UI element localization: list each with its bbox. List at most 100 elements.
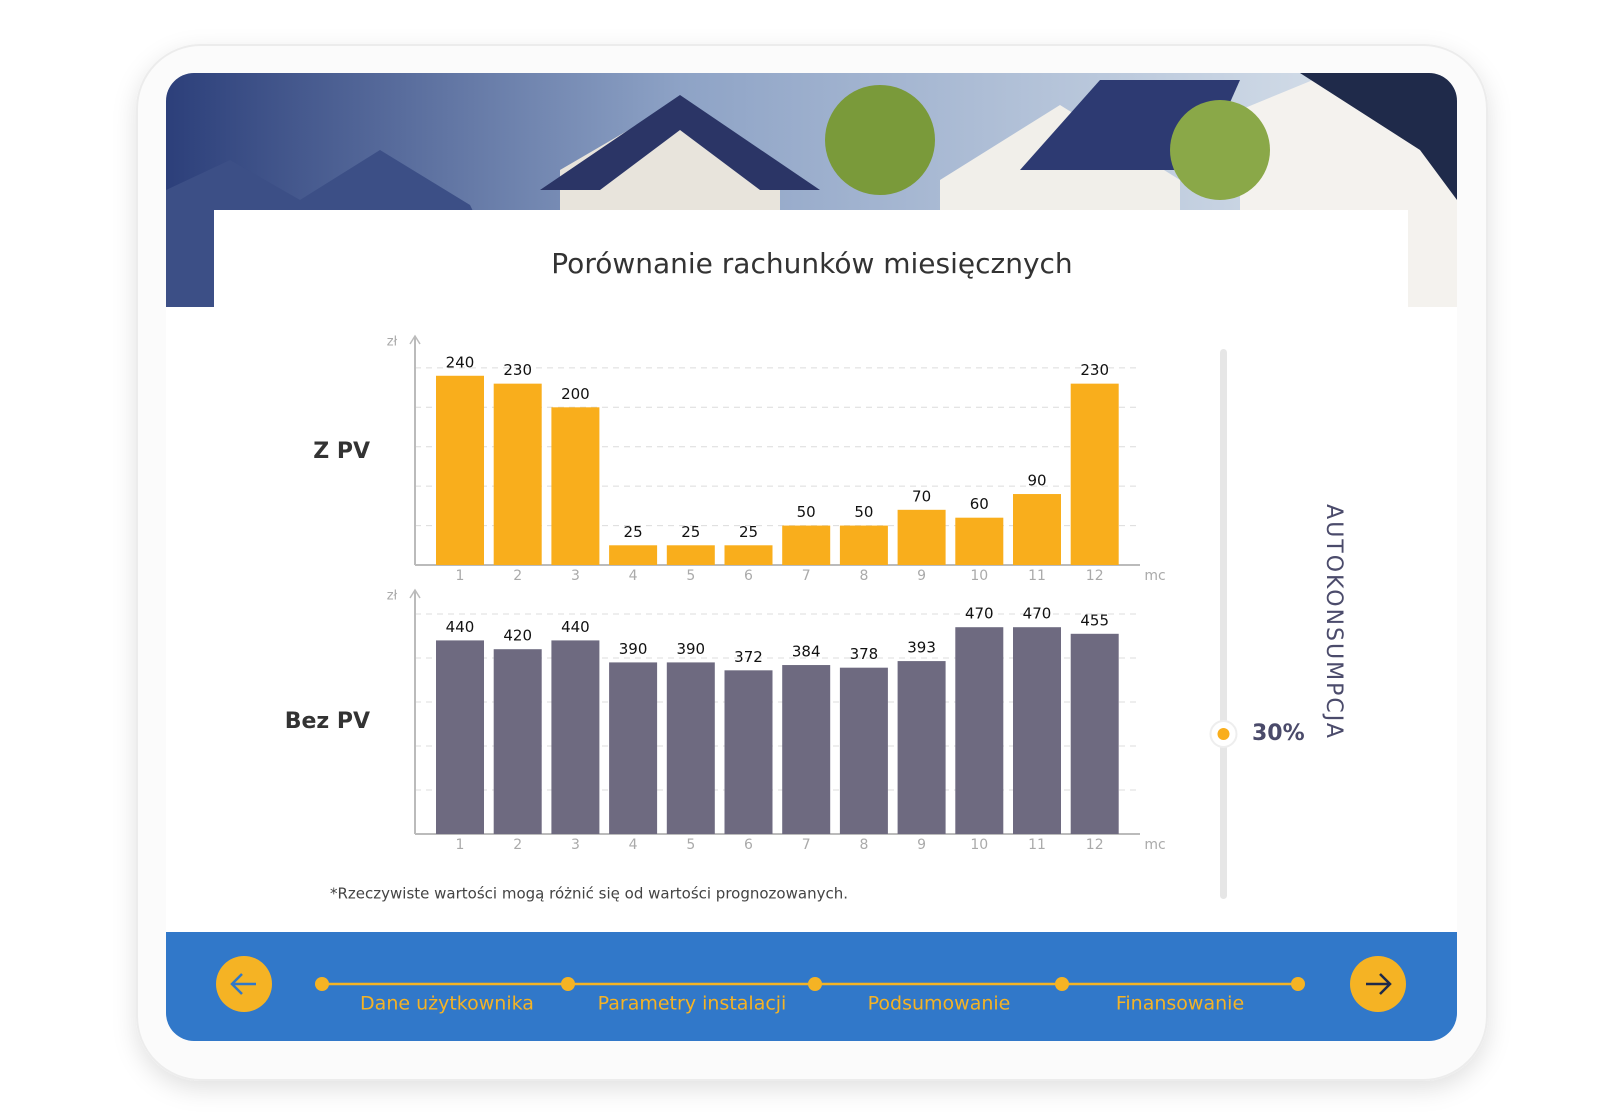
- value-label: 440: [561, 618, 590, 636]
- slider-label: AUTOKONSUMPCJA: [1321, 504, 1346, 740]
- bar: [782, 525, 831, 565]
- x-tick-label: 10: [970, 837, 988, 853]
- value-label: 455: [1080, 611, 1109, 629]
- y-axis-label: zł: [387, 589, 398, 604]
- value-label: 25: [624, 523, 643, 541]
- bar: [724, 545, 773, 565]
- nav-step[interactable]: Parametry instalacji: [598, 993, 787, 1015]
- x-tick-label: 12: [1086, 568, 1104, 584]
- progress-dot: [1055, 977, 1069, 991]
- value-label: 378: [850, 645, 879, 663]
- footnote: *Rzeczywiste wartości mogą różnić się od…: [330, 885, 848, 903]
- value-label: 200: [561, 385, 590, 403]
- bar: [609, 662, 658, 834]
- value-label: 50: [797, 503, 816, 521]
- y-axis-label: zł: [387, 335, 398, 350]
- x-tick-label: 2: [513, 837, 522, 853]
- bar: [493, 649, 542, 834]
- charts: Z PVzłmc24012302200325425525650750870960…: [285, 335, 1166, 854]
- nav-step[interactable]: Dane użytkownika: [360, 993, 534, 1015]
- next-button[interactable]: [1350, 956, 1406, 1012]
- x-tick-label: 1: [456, 837, 465, 853]
- bar: [782, 665, 831, 834]
- x-tick-label: 3: [571, 837, 580, 853]
- row-label: Z PV: [313, 439, 370, 464]
- bar: [1013, 494, 1061, 565]
- value-label: 393: [907, 639, 936, 657]
- x-tick-label: 8: [859, 568, 868, 584]
- x-tick-label: 6: [744, 837, 753, 853]
- progress-dot: [1291, 977, 1305, 991]
- value-label: 90: [1027, 472, 1046, 490]
- x-tick-label: 4: [629, 568, 638, 584]
- x-tick-label: 1: [456, 568, 465, 584]
- bar: [897, 509, 946, 565]
- x-axis-label: mc: [1144, 568, 1165, 584]
- bar: [1070, 383, 1119, 565]
- x-tick-label: 7: [802, 837, 811, 853]
- bar: [1070, 633, 1119, 834]
- value-label: 70: [912, 487, 931, 505]
- value-label: 230: [503, 361, 532, 379]
- value-label: 240: [446, 353, 475, 371]
- x-tick-label: 4: [629, 837, 638, 853]
- value-label: 230: [1080, 361, 1109, 379]
- x-tick-label: 3: [571, 568, 580, 584]
- nav-step[interactable]: Finansowanie: [1116, 993, 1244, 1015]
- bar: [839, 667, 888, 834]
- value-label: 25: [739, 523, 758, 541]
- progress-dot: [561, 977, 575, 991]
- slider[interactable]: AUTOKONSUMPCJA 30%: [1209, 349, 1347, 899]
- bar: [955, 627, 1004, 834]
- x-tick-label: 7: [802, 568, 811, 584]
- bar: [436, 375, 484, 565]
- y-axis-arrow: [409, 334, 421, 345]
- slider-value: 30%: [1252, 721, 1305, 746]
- bar: [666, 545, 715, 565]
- x-tick-label: 11: [1028, 568, 1046, 584]
- bar: [609, 545, 658, 565]
- x-tick-label: 2: [513, 568, 522, 584]
- x-axis-label: mc: [1144, 837, 1165, 853]
- progress-dot: [315, 977, 329, 991]
- x-tick-label: 5: [686, 837, 695, 853]
- value-label: 50: [854, 503, 873, 521]
- bar: [551, 407, 600, 565]
- x-tick-label: 5: [686, 568, 695, 584]
- value-label: 384: [792, 643, 821, 661]
- value-label: 390: [676, 640, 705, 658]
- row-label: Bez PV: [285, 709, 370, 734]
- value-label: 470: [1023, 605, 1052, 623]
- bar: [839, 525, 888, 565]
- bar: [493, 383, 542, 565]
- value-label: 390: [619, 640, 648, 658]
- y-axis-arrow: [409, 588, 421, 599]
- x-tick-label: 9: [917, 837, 926, 853]
- bar: [551, 640, 600, 834]
- progress-dot: [808, 977, 822, 991]
- x-tick-label: 6: [744, 568, 753, 584]
- x-tick-label: 10: [970, 568, 988, 584]
- nav-step[interactable]: Podsumowanie: [868, 993, 1011, 1015]
- bar: [666, 662, 715, 834]
- bar: [436, 640, 484, 834]
- screen-content: Porównanie rachunków miesięcznych *Rzecz…: [166, 73, 1457, 1041]
- x-tick-label: 12: [1086, 837, 1104, 853]
- bar: [1013, 627, 1061, 834]
- x-tick-label: 9: [917, 568, 926, 584]
- x-tick-label: 8: [859, 837, 868, 853]
- bar: [724, 670, 773, 834]
- bar: [955, 517, 1004, 565]
- page-title: Porównanie rachunków miesięcznych: [551, 247, 1072, 280]
- value-label: 420: [503, 627, 532, 645]
- value-label: 372: [734, 648, 763, 666]
- bar: [897, 661, 946, 834]
- slider-knob-dot: [1217, 728, 1230, 740]
- prev-button[interactable]: [216, 956, 272, 1012]
- value-label: 440: [446, 618, 475, 636]
- value-label: 25: [681, 523, 700, 541]
- value-label: 60: [970, 495, 989, 513]
- x-tick-label: 11: [1028, 837, 1046, 853]
